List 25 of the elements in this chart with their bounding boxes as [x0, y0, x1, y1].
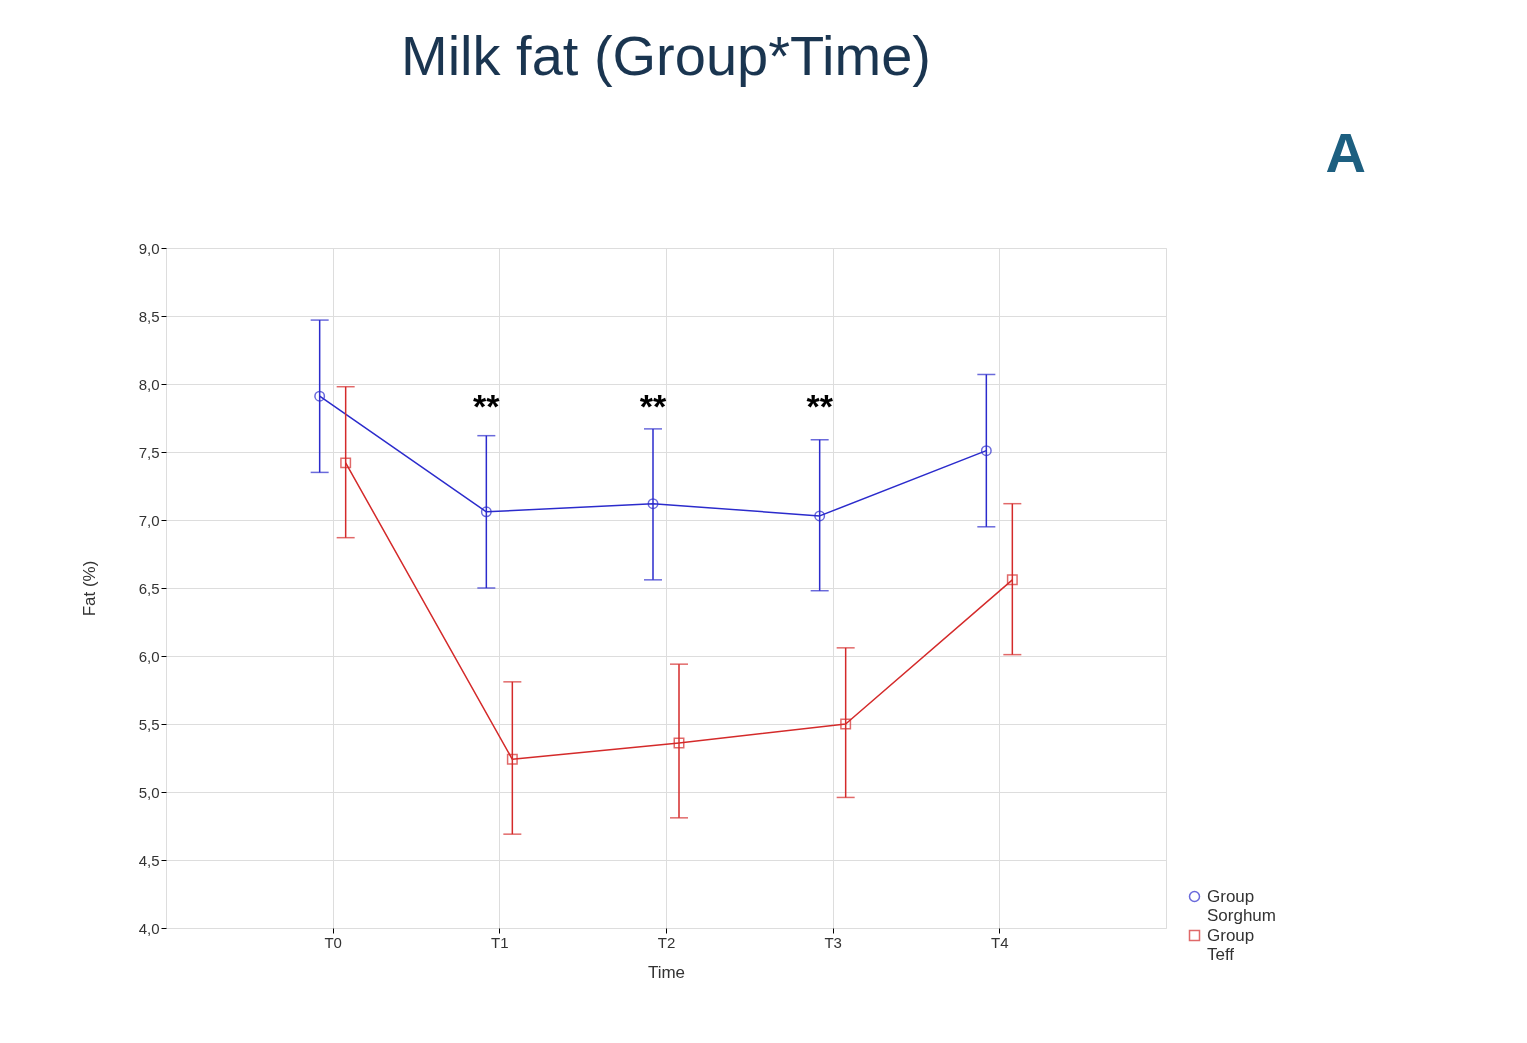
annotation: **	[473, 387, 501, 425]
y-tick-label: 9,0	[138, 239, 160, 257]
y-tick-label: 7,0	[138, 511, 160, 529]
x-tick-label: T2	[657, 933, 676, 951]
y-tick-label: 8,5	[138, 307, 160, 325]
legend-label: Group Teff	[1207, 925, 1255, 964]
x-axis-title: Time	[647, 962, 686, 982]
y-tick-label: 6,5	[138, 579, 160, 597]
x-tick-label: T4	[991, 933, 1009, 951]
annotation: **	[806, 387, 834, 425]
text: A	[1325, 121, 1366, 184]
y-tick-label: 4,5	[138, 851, 160, 869]
y-tick-label: 4,0	[138, 919, 160, 937]
x-tick-label: T3	[824, 933, 842, 951]
x-tick-label: T1	[491, 933, 509, 951]
legend-label: Group Sorghum	[1207, 886, 1276, 925]
annotation: **	[639, 387, 667, 425]
y-tick-label: 8,0	[138, 375, 160, 393]
y-tick-label: 7,5	[138, 443, 160, 461]
y-tick-label: 5,0	[138, 783, 160, 801]
x-tick-label: T0	[324, 933, 342, 951]
y-tick-label: 6,0	[138, 647, 160, 665]
y-tick-label: 5,5	[138, 715, 160, 733]
chart-title: Milk fat (Group*Time)	[400, 24, 932, 87]
y-axis-title: Fat (%)	[79, 560, 99, 617]
